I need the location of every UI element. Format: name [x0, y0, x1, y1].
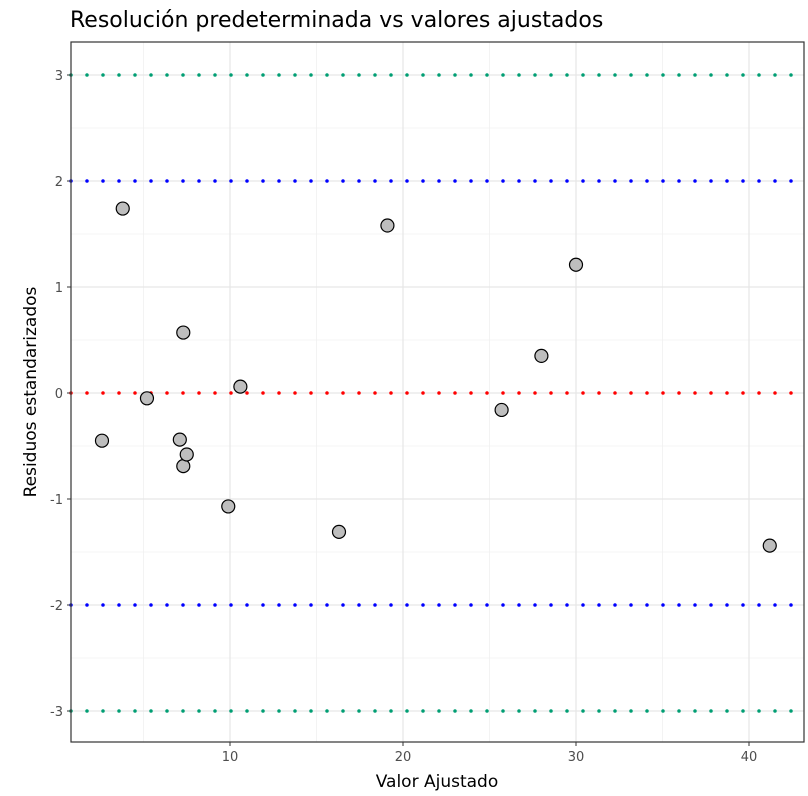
data-points [94, 201, 777, 553]
x-tick-label: 10 [222, 750, 239, 765]
data-point [172, 432, 187, 447]
y-tick-label: 3 [55, 69, 63, 84]
chart-title: Resolución predeterminada vs valores aju… [70, 8, 603, 33]
x-tick-label: 30 [568, 750, 585, 765]
x-axis-label: Valor Ajustado [376, 772, 499, 792]
data-point [494, 402, 509, 418]
data-point [568, 257, 584, 272]
y-tick-label: 0 [55, 387, 63, 402]
data-point [139, 391, 155, 406]
x-tick-label: 40 [741, 750, 758, 765]
y-tick-label: -1 [50, 493, 63, 508]
data-point [380, 218, 395, 233]
data-point [115, 201, 130, 216]
y-tick-label: 2 [55, 175, 63, 190]
y-tick-label: -3 [50, 705, 63, 720]
data-point [534, 348, 549, 363]
y-tick-label: 1 [55, 281, 63, 296]
y-axis-label: Residuos estandarizados [21, 286, 41, 497]
data-point [176, 459, 191, 474]
data-point [331, 524, 347, 539]
data-point [94, 433, 110, 448]
reference-lines [69, 73, 806, 713]
x-tick-label: 20 [395, 750, 412, 765]
data-point [233, 379, 248, 394]
data-point [179, 447, 194, 462]
data-point [221, 499, 236, 514]
data-point [176, 325, 191, 340]
y-tick-label: -2 [50, 599, 63, 614]
data-point [762, 538, 777, 553]
plot-panel-border [70, 41, 805, 743]
